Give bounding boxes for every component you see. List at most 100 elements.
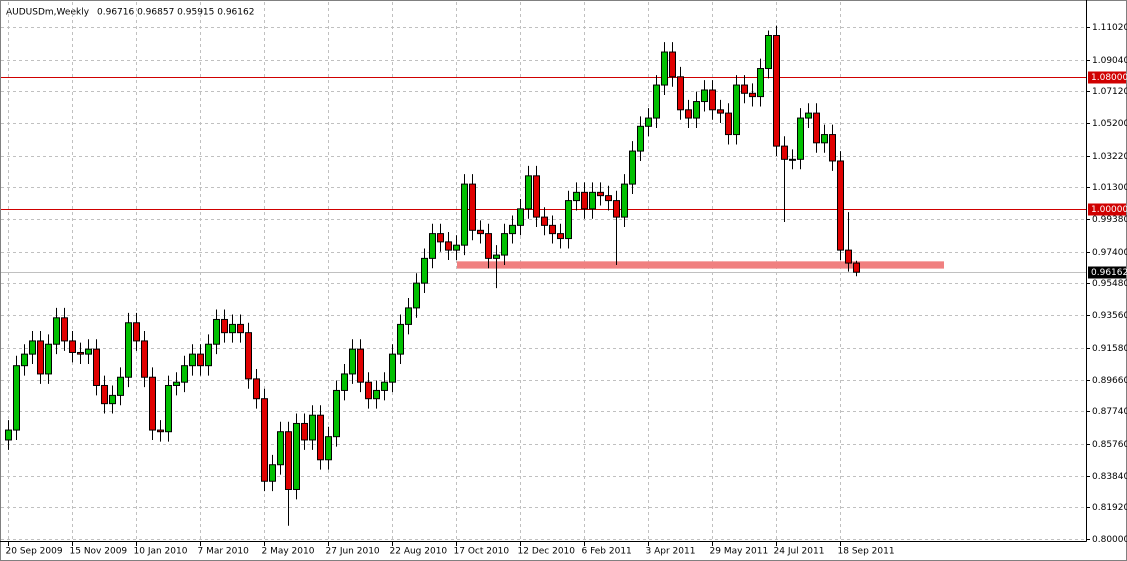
x-tick-label: 27 Jun 2010 xyxy=(326,547,380,557)
candle-body xyxy=(21,353,28,367)
candle-body xyxy=(189,353,196,367)
candle-body xyxy=(325,436,332,461)
candle-body xyxy=(693,101,700,119)
candle-body xyxy=(77,351,84,355)
candle-body xyxy=(13,365,20,431)
candle-body xyxy=(717,109,724,114)
y-tick-label: 1.09040 xyxy=(1092,56,1127,66)
candle-body xyxy=(309,414,316,441)
candle-body xyxy=(525,175,532,210)
candle-body xyxy=(709,89,716,111)
level-tag xyxy=(1088,71,1126,84)
candle-body xyxy=(781,145,788,160)
y-tick-label: 1.11020 xyxy=(1092,23,1127,33)
x-tick-label: 29 May 2011 xyxy=(710,547,769,557)
candle-body xyxy=(341,373,348,391)
candle-body xyxy=(749,92,756,98)
candle-body xyxy=(261,398,268,482)
candle-body xyxy=(229,323,236,334)
candle-body xyxy=(221,318,228,334)
y-tick-label: 0.91580 xyxy=(1092,344,1127,354)
x-tick-label: 24 Jul 2011 xyxy=(774,547,825,557)
candle-body xyxy=(845,249,852,264)
candle-body xyxy=(573,191,580,202)
y-tick-label: 1.01300 xyxy=(1092,183,1127,193)
candle-body xyxy=(757,68,764,98)
candle-body xyxy=(125,322,132,378)
candle-body xyxy=(69,340,76,353)
candle-body xyxy=(597,191,604,197)
candle-body xyxy=(733,84,740,136)
candle-body xyxy=(421,257,428,284)
candle-body xyxy=(725,112,732,136)
candle-body xyxy=(413,282,420,309)
x-tick-label: 18 Sep 2011 xyxy=(838,547,895,557)
candle-body xyxy=(677,76,684,111)
last-price-tag xyxy=(1088,266,1126,279)
candle-body xyxy=(245,332,252,380)
y-tick-label: 1.07120 xyxy=(1092,87,1127,97)
candle-body xyxy=(429,233,436,259)
y-tick-label: 0.97400 xyxy=(1092,248,1127,258)
candle-body xyxy=(701,89,708,103)
candle-body xyxy=(85,348,92,355)
candle-body xyxy=(205,343,212,367)
candle-body xyxy=(253,378,260,400)
candle-body xyxy=(117,376,124,396)
candle-body xyxy=(621,183,628,218)
candle-body xyxy=(45,343,52,375)
candle-body xyxy=(349,348,356,375)
level-label: 1.08000 xyxy=(1091,73,1127,83)
candle-body xyxy=(469,183,476,231)
x-tick-label: 2 May 2010 xyxy=(262,547,315,557)
candle-body xyxy=(477,229,484,235)
candle-body xyxy=(661,51,668,86)
candle-body xyxy=(381,381,388,391)
candle-body xyxy=(437,233,444,243)
candle-body xyxy=(269,464,276,482)
candle-body xyxy=(101,384,108,405)
candle-body xyxy=(141,340,148,378)
y-tick-label: 1.03220 xyxy=(1092,152,1127,162)
candle-body xyxy=(93,348,100,386)
candle-body xyxy=(637,125,644,152)
candle-body xyxy=(789,158,796,161)
candle-body xyxy=(29,340,36,355)
candle-body xyxy=(293,422,300,490)
candle-body xyxy=(165,384,172,433)
x-tick-label: 22 Aug 2010 xyxy=(390,547,448,557)
y-tick-label: 0.81920 xyxy=(1092,503,1127,513)
candle-body xyxy=(109,394,116,405)
candle-body xyxy=(397,323,404,355)
ohlc-header: 0.96716 0.96857 0.95915 0.96162 xyxy=(97,8,254,18)
candle-body xyxy=(461,183,468,246)
candle-body xyxy=(533,175,540,218)
y-tick-label: 0.85760 xyxy=(1092,440,1127,450)
y-tick-label: 0.93560 xyxy=(1092,311,1127,321)
candle-body xyxy=(317,414,324,461)
candle-body xyxy=(853,262,860,273)
candle-body xyxy=(645,117,652,127)
x-tick-label: 7 Mar 2010 xyxy=(198,547,250,557)
candle-body xyxy=(37,340,44,375)
x-tick-label: 17 Oct 2010 xyxy=(454,547,510,557)
candle-body xyxy=(373,389,380,400)
candle-body xyxy=(453,244,460,251)
level-label: 1.00000 xyxy=(1091,205,1127,215)
candle-body xyxy=(333,389,340,438)
candle-body xyxy=(837,160,844,251)
candle-body xyxy=(357,348,364,383)
candle-body xyxy=(797,117,804,160)
candle-body xyxy=(581,191,588,210)
candle-body xyxy=(765,35,772,70)
y-tick-label: 0.99380 xyxy=(1092,215,1127,225)
y-tick-label: 0.83840 xyxy=(1092,472,1127,482)
candle-body xyxy=(549,224,556,235)
candle-body xyxy=(605,195,612,202)
candle-body xyxy=(181,365,188,383)
candle-body xyxy=(277,431,284,466)
y-tick-label: 0.87740 xyxy=(1092,407,1127,417)
candle-body xyxy=(517,208,524,226)
